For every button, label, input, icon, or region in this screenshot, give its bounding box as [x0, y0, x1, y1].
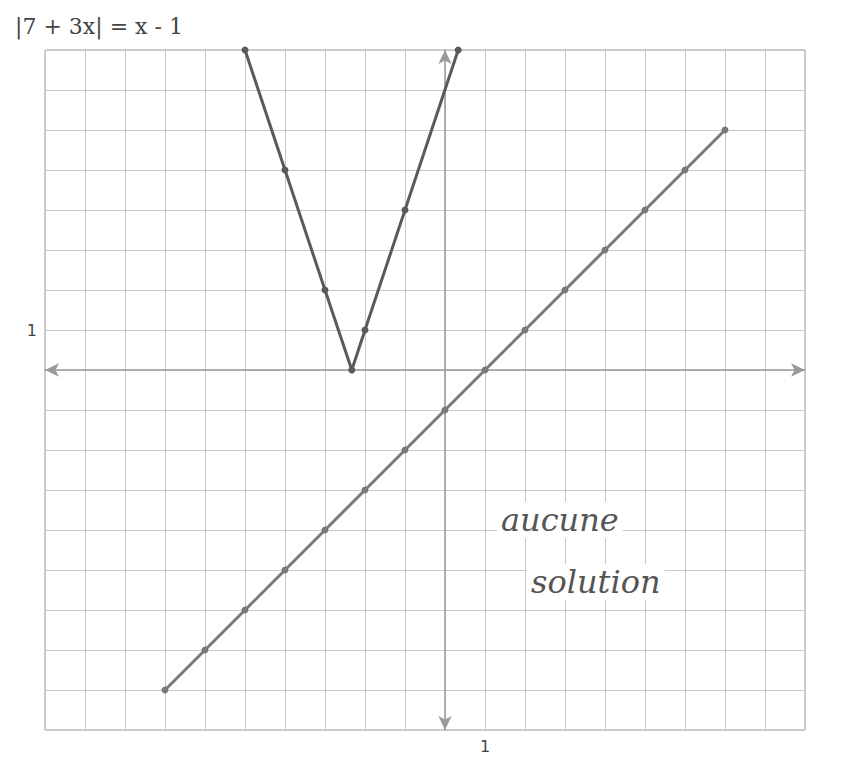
svg-text:aucune: aucune [501, 501, 619, 539]
svg-text:1: 1 [27, 321, 37, 340]
svg-text:|7 + 3x| = x - 1: |7 + 3x| = x - 1 [15, 14, 183, 40]
svg-text:solution: solution [531, 563, 661, 601]
svg-text:1: 1 [480, 737, 490, 756]
